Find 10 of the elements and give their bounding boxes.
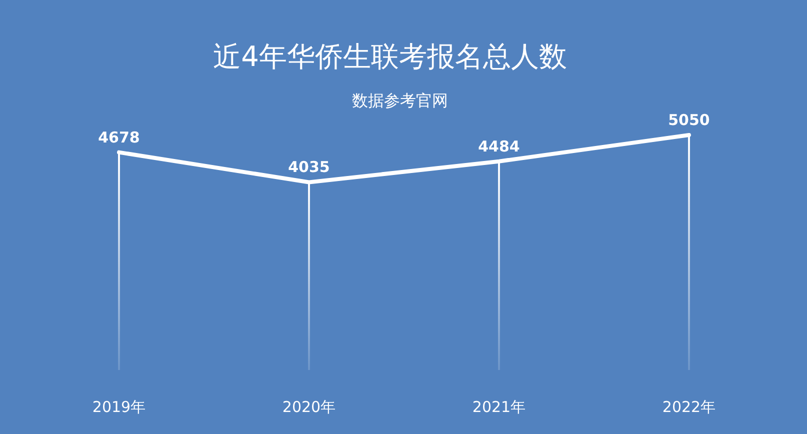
- x-tick-label: 2020年: [282, 398, 336, 416]
- data-label: 5050: [668, 111, 710, 129]
- data-label: 4035: [288, 158, 330, 176]
- x-tick-label: 2019年: [92, 398, 146, 416]
- x-tick-label: 2021年: [472, 398, 526, 416]
- chart-subtitle: 数据参考官网: [352, 91, 448, 110]
- x-tick-label: 2022年: [662, 398, 716, 416]
- chart-title: 近4年华侨生联考报名总人数: [213, 40, 567, 73]
- data-label: 4484: [478, 137, 520, 156]
- data-label: 4678: [98, 128, 140, 146]
